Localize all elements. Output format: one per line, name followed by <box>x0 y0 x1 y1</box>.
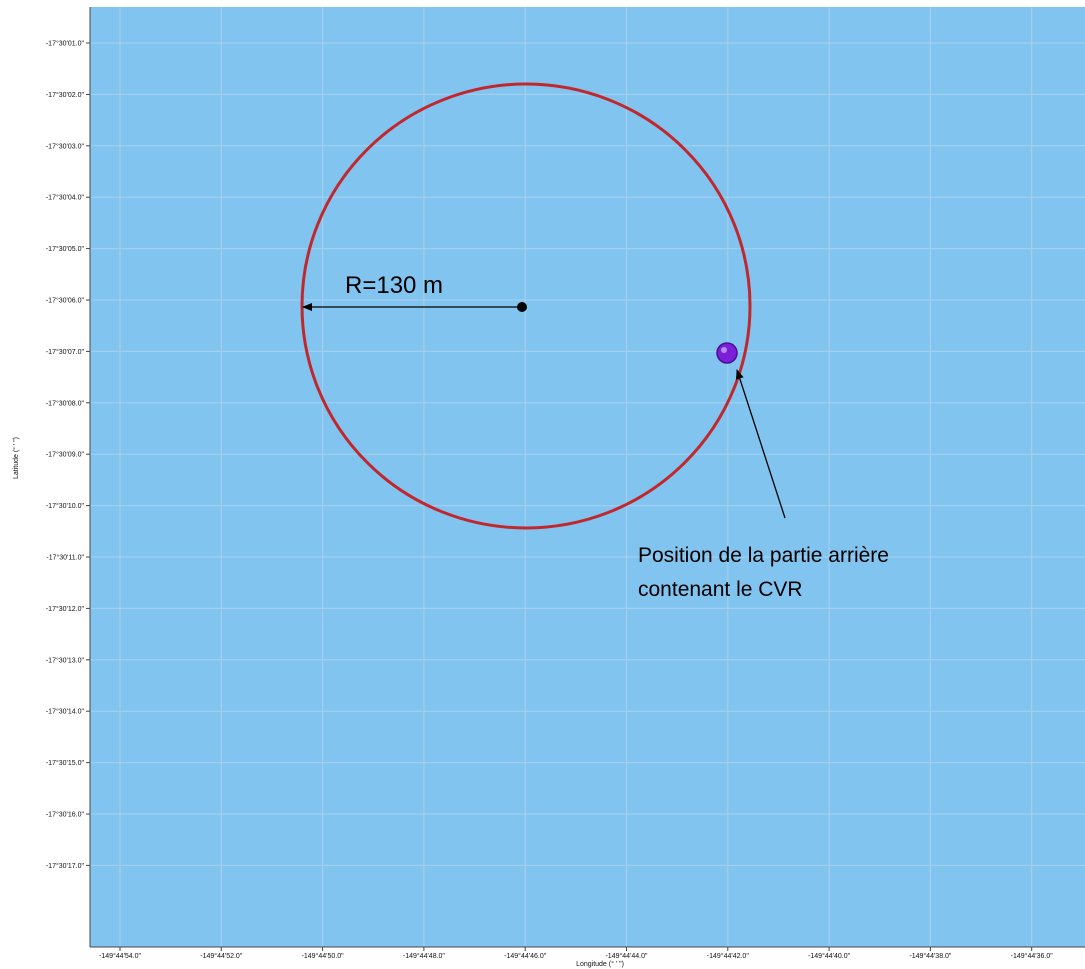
latitude-tick-labels: -17°30'01.0" -17°30'02.0" -17°30'03.0" -17°… <box>46 40 85 870</box>
longitude-tick-label: -149°44'54.0" <box>99 952 142 960</box>
latitude-tick-label: -17°30'03.0" <box>46 142 85 150</box>
water-area <box>90 7 1085 947</box>
longitude-tick-label: -149°44'40.0" <box>808 952 851 960</box>
radius-label: R=130 m <box>345 272 443 299</box>
circle-center-point <box>517 302 527 312</box>
cvr-position-marker[interactable] <box>716 342 738 364</box>
longitude-tick-label: -149°44'50.0" <box>302 952 345 960</box>
latitude-tick-label: -17°30'01.0" <box>46 40 85 48</box>
latitude-tick-label: -17°30'09.0" <box>46 451 85 459</box>
latitude-tick-label: -17°30'17.0" <box>46 862 85 870</box>
longitude-tick-label: -149°44'42.0" <box>707 952 750 960</box>
cvr-position-marker-highlight <box>721 347 727 353</box>
latitude-tick-label: -17°30'16.0" <box>46 811 85 819</box>
latitude-tick-label: -17°30'07.0" <box>46 348 85 356</box>
longitude-tick-label: -149°44'46.0" <box>504 952 547 960</box>
latitude-tick-label: -17°30'05.0" <box>46 245 85 253</box>
longitude-tick-label: -149°44'44.0" <box>605 952 648 960</box>
longitude-tick-label: -149°44'36.0" <box>1011 952 1054 960</box>
latitude-axis-title: Latitude (° ' ") <box>12 437 20 479</box>
latitude-tick-label: -17°30'15.0" <box>46 759 85 767</box>
longitude-tick-label: -149°44'38.0" <box>909 952 952 960</box>
latitude-tick-label: -17°30'02.0" <box>46 91 85 99</box>
latitude-tick-label: -17°30'10.0" <box>46 502 85 510</box>
latitude-tick-label: -17°30'06.0" <box>46 297 85 305</box>
latitude-tick-label: -17°30'11.0" <box>46 554 84 562</box>
annotation-arrow <box>735 369 786 519</box>
longitude-tick-labels: -149°44'54.0" -149°44'52.0" -149°44'50.0" -… <box>99 952 1053 960</box>
latitude-tick-label: -17°30'04.0" <box>46 194 85 202</box>
longitude-tick-label: -149°44'48.0" <box>403 952 446 960</box>
annotation-line-1: Position de la partie arrière <box>638 544 889 567</box>
latitude-tick-label: -17°30'14.0" <box>46 708 85 716</box>
annotation-line-2: contenant le CVR <box>638 578 803 601</box>
longitude-axis-title: Longitude (° ' ") <box>576 960 624 968</box>
latitude-tick-label: -17°30'08.0" <box>46 399 85 407</box>
latitude-tick-label: -17°30'13.0" <box>46 656 85 664</box>
longitude-tick-label: -149°44'52.0" <box>200 952 243 960</box>
latitude-tick-label: -17°30'12.0" <box>46 605 85 613</box>
graticule-grid <box>86 7 1085 951</box>
